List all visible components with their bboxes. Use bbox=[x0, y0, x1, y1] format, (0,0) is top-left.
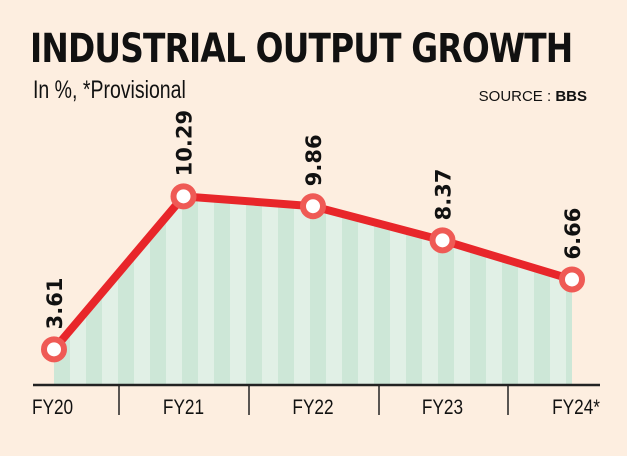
data-point bbox=[170, 183, 197, 210]
area-stripe bbox=[374, 199, 390, 384]
area-stripe bbox=[390, 199, 406, 384]
data-label: 6.66 bbox=[561, 208, 585, 260]
area-stripe bbox=[486, 199, 502, 384]
area-stripe bbox=[246, 199, 262, 384]
source-value: BBS bbox=[555, 88, 587, 105]
area-stripe bbox=[214, 199, 230, 384]
x-tick-label: FY21 bbox=[163, 397, 204, 420]
x-tick-label: FY23 bbox=[422, 397, 463, 420]
area-stripe bbox=[294, 199, 310, 384]
x-tick-label: FY20 bbox=[32, 397, 73, 420]
data-label: 10.29 bbox=[173, 110, 197, 176]
data-point bbox=[300, 193, 326, 220]
area-stripe bbox=[502, 199, 518, 384]
area-stripe bbox=[134, 199, 150, 384]
area-stripe bbox=[102, 199, 118, 384]
area-stripe bbox=[230, 199, 246, 384]
area-stripe bbox=[358, 199, 374, 384]
area-stripe bbox=[550, 199, 566, 384]
data-point bbox=[559, 266, 585, 293]
x-tick-label: FY22 bbox=[292, 397, 333, 420]
data-label: 9.86 bbox=[302, 134, 326, 186]
x-tick-label: FY24* bbox=[552, 397, 600, 420]
area-stripe bbox=[262, 199, 278, 384]
area-stripe bbox=[310, 199, 326, 384]
chart-subtitle: In %, *Provisional bbox=[33, 76, 186, 104]
area-stripe bbox=[166, 199, 182, 384]
area-stripe bbox=[150, 199, 166, 384]
area-stripe bbox=[86, 199, 102, 384]
area-stripe bbox=[278, 199, 294, 384]
data-label: 8.37 bbox=[432, 168, 456, 220]
area-stripe bbox=[198, 199, 214, 384]
chart-title: INDUSTRIAL OUTPUT GROWTH bbox=[30, 26, 573, 72]
area-stripe bbox=[454, 199, 470, 384]
area-stripe bbox=[406, 199, 422, 384]
source-label: SOURCE : bbox=[478, 88, 552, 105]
source-note: SOURCE : BBS bbox=[479, 88, 587, 105]
area-stripe bbox=[182, 199, 198, 384]
area-stripe bbox=[70, 199, 86, 384]
area-stripe bbox=[342, 199, 358, 384]
area-stripe bbox=[470, 199, 486, 384]
data-point bbox=[429, 227, 456, 254]
area-stripe bbox=[326, 199, 342, 384]
data-label: 3.61 bbox=[43, 278, 67, 330]
data-point bbox=[41, 336, 67, 363]
